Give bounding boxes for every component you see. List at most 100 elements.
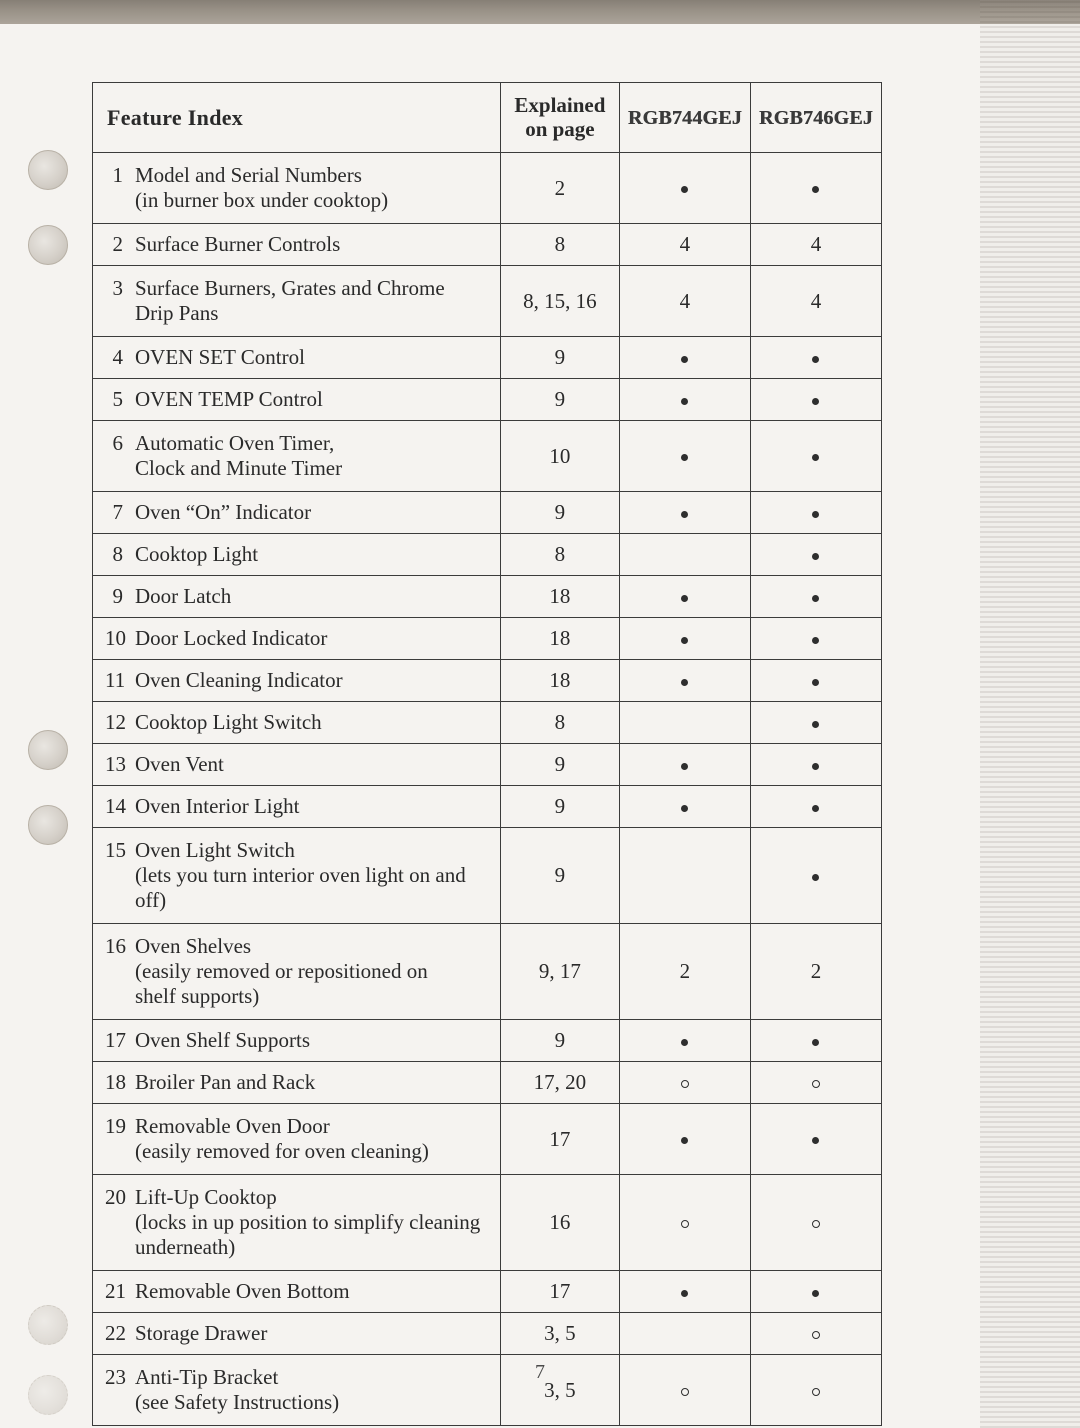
row-description: Model and Serial Numbers(in burner box u… (135, 163, 490, 213)
feature-cell: 18Broiler Pan and Rack (93, 1062, 501, 1104)
bullet-dot-icon (812, 679, 819, 686)
bullet-dot-icon (681, 511, 688, 518)
table-row: 1Model and Serial Numbers(in burner box … (93, 153, 882, 224)
page-cell: 10 (500, 421, 619, 492)
model-b-cell (750, 379, 881, 421)
row-number: 22 (105, 1321, 135, 1346)
model-a-cell (619, 576, 750, 618)
row-number: 18 (105, 1070, 135, 1095)
bullet-ring-icon (812, 1080, 820, 1088)
row-number: 10 (105, 626, 135, 651)
row-number: 9 (105, 584, 135, 609)
bullet-ring-icon (681, 1220, 689, 1228)
bullet-dot-icon (681, 1290, 688, 1297)
bullet-dot-icon (812, 1039, 819, 1046)
feature-cell: 19Removable Oven Door(easily removed for… (93, 1104, 501, 1175)
bullet-dot-icon (681, 356, 688, 363)
page-cell: 9 (500, 828, 619, 924)
model-a-cell: 4 (619, 224, 750, 266)
page-cell: 17 (500, 1271, 619, 1313)
bullet-ring-icon (812, 1331, 820, 1339)
model-b-cell (750, 534, 881, 576)
model-b-cell: 4 (750, 266, 881, 337)
header-feature-index: Feature Index (93, 83, 501, 153)
row-description: Cooktop Light (135, 542, 490, 567)
page-cell: 2 (500, 153, 619, 224)
page-cell: 8 (500, 702, 619, 744)
row-description: Cooktop Light Switch (135, 710, 490, 735)
row-description: Oven Shelf Supports (135, 1028, 490, 1053)
model-a-cell (619, 618, 750, 660)
table-row: 20Lift-Up Cooktop(locks in up position t… (93, 1175, 882, 1271)
table-row: 2Surface Burner Controls844 (93, 224, 882, 266)
row-description: Lift-Up Cooktop(locks in up position to … (135, 1185, 490, 1260)
model-a-cell (619, 421, 750, 492)
bullet-dot-icon (812, 454, 819, 461)
row-number: 2 (105, 232, 135, 257)
feature-cell: 16Oven Shelves(easily removed or reposit… (93, 924, 501, 1020)
table-row: 4OVEN SET Control9 (93, 337, 882, 379)
bullet-dot-icon (681, 186, 688, 193)
model-a-cell (619, 1020, 750, 1062)
feature-cell: 9Door Latch (93, 576, 501, 618)
row-number: 19 (105, 1114, 135, 1139)
table-row: 17Oven Shelf Supports9 (93, 1020, 882, 1062)
table-row: 8Cooktop Light8 (93, 534, 882, 576)
row-description: Oven Interior Light (135, 794, 490, 819)
row-description: Removable Oven Door(easily removed for o… (135, 1114, 490, 1164)
table-row: 6Automatic Oven Timer,Clock and Minute T… (93, 421, 882, 492)
row-description: Removable Oven Bottom (135, 1279, 490, 1304)
bullet-dot-icon (812, 1137, 819, 1144)
model-a-cell: 2 (619, 924, 750, 1020)
feature-cell: 11Oven Cleaning Indicator (93, 660, 501, 702)
row-number: 4 (105, 345, 135, 370)
feature-cell: 15Oven Light Switch(lets you turn interi… (93, 828, 501, 924)
page-cell: 8 (500, 534, 619, 576)
row-number: 17 (105, 1028, 135, 1053)
table-row: 22Storage Drawer3, 5 (93, 1313, 882, 1355)
header-explained: Explained on page (500, 83, 619, 153)
table-row: 13Oven Vent9 (93, 744, 882, 786)
model-a-cell (619, 153, 750, 224)
row-number: 12 (105, 710, 135, 735)
bullet-dot-icon (681, 637, 688, 644)
row-number: 7 (105, 500, 135, 525)
page-content: Feature Index Explained on page RGB744GE… (92, 82, 882, 1426)
model-b-cell (750, 618, 881, 660)
page-cell: 8, 15, 16 (500, 266, 619, 337)
bullet-dot-icon (681, 679, 688, 686)
page-cell: 17, 20 (500, 1062, 619, 1104)
row-description: Oven “On” Indicator (135, 500, 490, 525)
model-a-cell (619, 786, 750, 828)
table-row: 12Cooktop Light Switch 8 (93, 702, 882, 744)
model-b-cell (750, 828, 881, 924)
bullet-dot-icon (681, 805, 688, 812)
cell-value: 4 (680, 232, 691, 256)
bullet-ring-icon (681, 1388, 689, 1396)
model-b-cell (750, 744, 881, 786)
bullet-dot-icon (681, 595, 688, 602)
row-number: 15 (105, 838, 135, 863)
scan-artifact-right (980, 0, 1080, 1428)
row-number: 5 (105, 387, 135, 412)
page-cell: 18 (500, 660, 619, 702)
model-b-cell (750, 153, 881, 224)
feature-cell: 14Oven Interior Light (93, 786, 501, 828)
row-description: Broiler Pan and Rack (135, 1070, 490, 1095)
row-description: Surface Burner Controls (135, 232, 490, 257)
model-b-cell (750, 1271, 881, 1313)
feature-cell: 7Oven “On” Indicator (93, 492, 501, 534)
table-row: 5OVEN TEMP Control9 (93, 379, 882, 421)
table-row: 18Broiler Pan and Rack17, 20 (93, 1062, 882, 1104)
bullet-dot-icon (812, 637, 819, 644)
bullet-dot-icon (812, 511, 819, 518)
model-b-cell (750, 492, 881, 534)
model-b-cell (750, 1313, 881, 1355)
model-a-cell (619, 702, 750, 744)
bullet-ring-icon (812, 1220, 820, 1228)
page-number-value: 7 (535, 1361, 545, 1383)
cell-value: 4 (811, 232, 822, 256)
row-description: Oven Cleaning Indicator (135, 668, 490, 693)
row-number: 13 (105, 752, 135, 777)
row-description: OVEN TEMP Control (135, 387, 490, 412)
